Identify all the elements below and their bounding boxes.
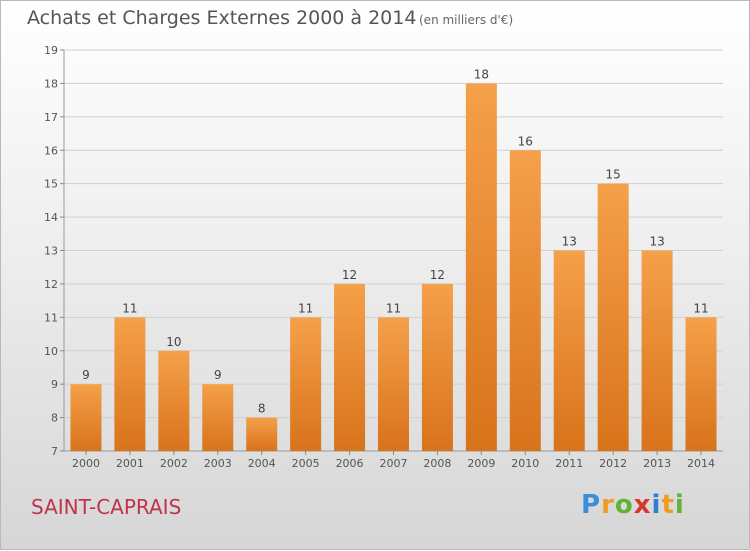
bar-2012 [597,183,629,451]
y-tick-label: 13 [44,245,58,258]
x-tick-label: 2007 [380,457,408,470]
x-tick-label: 2006 [336,457,364,470]
x-tick-label: 2004 [248,457,276,470]
bar-value-label: 11 [298,301,313,315]
bar-2001 [114,317,146,451]
bar-2000 [70,384,102,451]
bar-2004 [246,417,278,451]
x-tick-label: 2008 [423,457,451,470]
x-tick-label: 2013 [643,457,671,470]
bar-value-label: 10 [166,335,181,349]
bar-2010 [509,150,541,451]
y-tick-label: 16 [44,144,58,157]
x-tick-label: 2012 [599,457,627,470]
y-tick-label: 17 [44,111,58,124]
bar-value-label: 18 [474,67,489,81]
town-name: SAINT-CAPRAIS [31,495,182,519]
y-tick-label: 14 [44,211,58,224]
bar-2009 [465,83,497,452]
bar-2002 [158,350,190,451]
x-tick-label: 2005 [292,457,320,470]
chart-subtitle: (en milliers d'€) [419,13,514,27]
bar-value-label: 11 [386,301,401,315]
y-tick-label: 11 [44,311,58,324]
y-tick-label: 9 [51,378,58,391]
bar-value-label: 8 [258,402,266,416]
x-tick-label: 2001 [116,457,144,470]
bar-value-label: 9 [214,368,222,382]
bar-value-label: 16 [518,134,533,148]
x-tick-label: 2009 [467,457,495,470]
bar-value-label: 11 [122,301,137,315]
bar-2013 [641,250,673,451]
y-tick-label: 7 [51,445,58,458]
y-tick-label: 8 [51,412,58,425]
bar-value-label: 12 [430,268,445,282]
bar-2007 [378,317,409,451]
brand-logo: Proxiti [581,490,685,520]
y-tick-label: 18 [44,77,58,90]
bar-value-label: 13 [649,235,664,249]
bar-2008 [421,283,453,451]
y-tick-label: 19 [44,44,58,57]
chart-title: Achats et Charges Externes 2000 à 2014 [27,7,417,29]
x-tick-label: 2014 [687,457,715,470]
x-tick-label: 2000 [72,457,100,470]
bar-2003 [202,384,234,451]
bar-2011 [553,250,585,451]
x-tick-label: 2003 [204,457,232,470]
bar-value-label: 12 [342,268,357,282]
bar-2006 [334,283,366,451]
y-tick-label: 12 [44,278,58,291]
y-tick-label: 15 [44,178,58,191]
bar-2005 [290,317,322,451]
bar-value-label: 11 [693,301,708,315]
x-tick-label: 2010 [511,457,539,470]
x-tick-label: 2011 [555,457,583,470]
bar-value-label: 13 [562,235,577,249]
bar-2014 [685,317,717,451]
y-tick-label: 10 [44,345,58,358]
bar-value-label: 15 [606,168,621,182]
bar-value-label: 9 [82,368,90,382]
x-tick-label: 2002 [160,457,188,470]
